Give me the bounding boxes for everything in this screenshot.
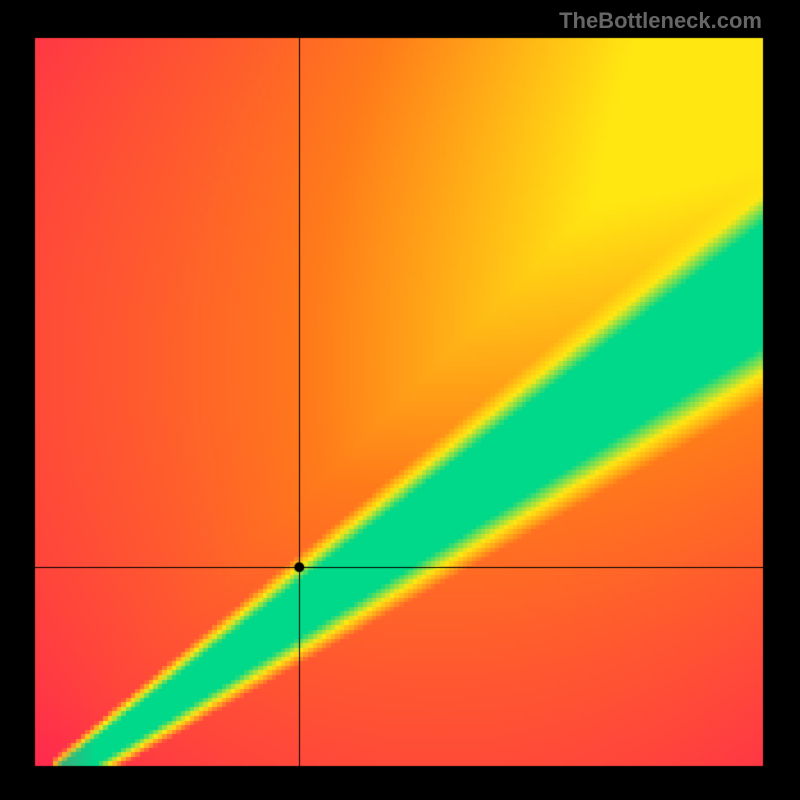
chart-container: TheBottleneck.com [0,0,800,800]
watermark-text: TheBottleneck.com [559,8,762,34]
bottleneck-heatmap [0,0,800,800]
